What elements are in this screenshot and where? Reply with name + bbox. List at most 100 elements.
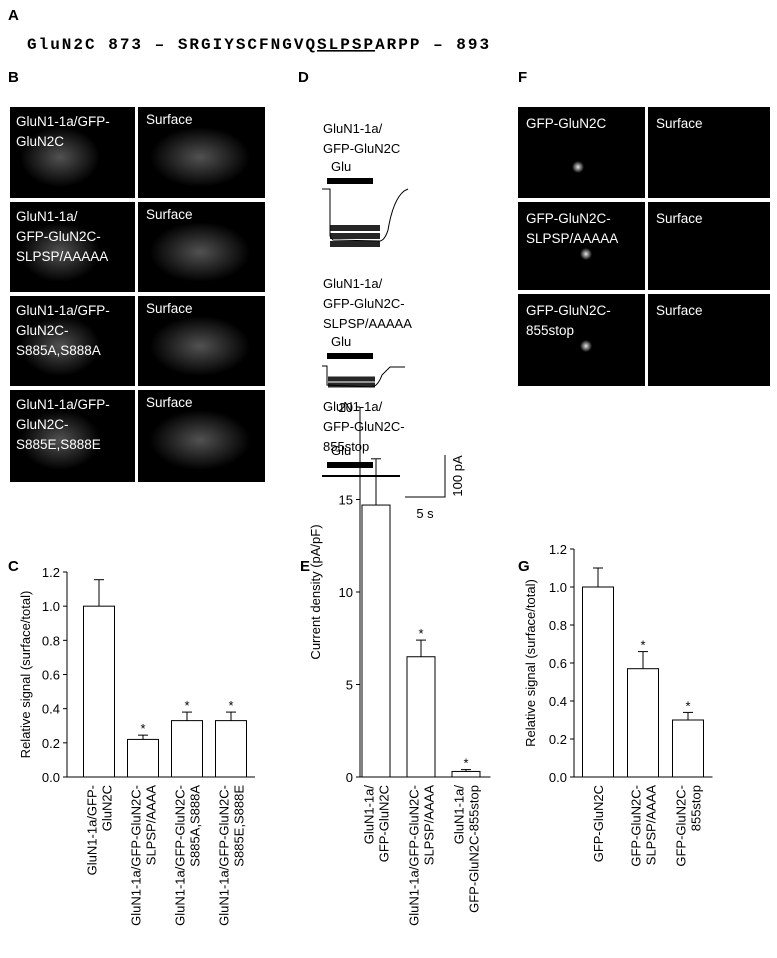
image-label: GluN1-1a/GFP- xyxy=(16,397,110,412)
micrograph xyxy=(518,294,645,386)
y-tick-label: 0.2 xyxy=(549,732,567,747)
panel-label: F xyxy=(518,69,527,86)
x-tick-label: GluN1-1a/GFP-GluN2C- xyxy=(407,785,422,926)
image-label: 855stop xyxy=(526,323,574,338)
bar xyxy=(451,770,481,778)
traces xyxy=(322,178,446,498)
image-label: GluN1-1a/GFP- xyxy=(16,303,110,318)
cell-glow xyxy=(150,127,250,187)
x-tick-label: GluN1-1a/GFP- xyxy=(85,785,100,875)
y-axis-title: Current density (pA/pF) xyxy=(308,524,323,659)
y-tick-label: 0 xyxy=(346,770,353,785)
image-label: Surface xyxy=(656,303,703,318)
image-label: Surface xyxy=(146,395,193,410)
trace-label: GFP-GluN2C xyxy=(323,141,400,156)
bar-chart: 0.0 0.2 0.4 0.6 0.8 1.0 1.2 Relative signal (su… xyxy=(18,565,255,926)
significance-marker: * xyxy=(418,626,423,641)
cell-glow xyxy=(20,127,100,187)
micrograph xyxy=(648,202,770,290)
trace-label: GluN1-1a/ xyxy=(323,399,383,414)
images: GluN1-1a/GFP-GluN2CSurfaceGluN1-1a/GFP-G… xyxy=(10,107,770,521)
bar xyxy=(171,720,203,778)
x-tick-label: GluN2C xyxy=(100,785,115,831)
y-tick-label: 0.2 xyxy=(42,736,60,751)
micrograph xyxy=(518,107,645,198)
significance-marker: * xyxy=(463,756,468,771)
bar xyxy=(83,605,115,778)
image-label: S885E,S888E xyxy=(16,437,101,452)
x-tick-label: GFP-GluN2C- xyxy=(674,785,689,867)
panel-label: C xyxy=(8,558,19,575)
x-tick-label: GluN1-1a/ xyxy=(452,785,467,845)
stimulus-label: Glu xyxy=(331,159,351,174)
x-tick-label: SLPSP/AAAA xyxy=(144,785,159,866)
image-label: Surface xyxy=(146,112,193,127)
trace-label: GluN1-1a/ xyxy=(323,276,383,291)
scale-label: 100 pA xyxy=(450,455,465,497)
cell-body xyxy=(572,161,584,173)
image-label: GFP-GluN2C- xyxy=(526,303,611,318)
x-tick-label: 855stop xyxy=(689,785,704,831)
bar xyxy=(215,720,247,778)
x-tick-label: GluN1-1a/GFP-GluN2C- xyxy=(217,785,232,926)
image-label: SLPSP/AAAAA xyxy=(526,231,618,246)
trace-label: SLPSP/AAAAA xyxy=(323,316,412,331)
image-label: GFP-GluN2C- xyxy=(16,229,101,244)
bar xyxy=(627,668,659,778)
x-tick-label: GFP-GluN2C xyxy=(377,785,392,862)
cell-body xyxy=(580,340,592,352)
x-tick-label: GFP-GluN2C xyxy=(591,785,606,862)
x-tick-label: S885E,S888E xyxy=(232,785,247,867)
cell-glow xyxy=(20,222,100,282)
micrograph xyxy=(648,107,770,198)
image-label: GluN2C- xyxy=(16,323,69,338)
y-tick-label: 0.8 xyxy=(42,633,60,648)
x-tick-label: SLPSP/AAAA xyxy=(422,785,437,866)
y-tick-label: 0.4 xyxy=(549,694,567,709)
y-tick-label: 15 xyxy=(339,493,353,508)
image-label: Surface xyxy=(656,116,703,131)
stimulus-label: Glu xyxy=(331,443,351,458)
bar xyxy=(361,504,391,778)
y-tick-label: 20 xyxy=(339,400,353,415)
y-tick-label: 1.0 xyxy=(549,580,567,595)
trace-label: GluN1-1a/ xyxy=(323,121,383,136)
significance-marker: * xyxy=(140,721,145,736)
x-tick-label: GluN1-1a/GFP-GluN2C- xyxy=(129,785,144,926)
x-tick-label: GluN1-1a/GFP-GluN2C- xyxy=(173,785,188,926)
x-tick-label: SLPSP/AAAA xyxy=(644,785,659,866)
y-axis-title: Relative signal (surface/total) xyxy=(18,591,33,759)
image-label: GluN1-1a/GFP- xyxy=(16,114,110,129)
stimulus-label: Glu xyxy=(331,334,351,349)
y-tick-label: 0.8 xyxy=(549,618,567,633)
image-label: Surface xyxy=(146,207,193,222)
scale-label: 5 s xyxy=(416,506,434,521)
image-label: GluN1-1a/ xyxy=(16,209,78,224)
x-tick-label: GFP-GluN2C-855stop xyxy=(467,785,482,913)
bar xyxy=(127,738,159,778)
panel-label: G xyxy=(518,558,530,575)
trace-label: 855stop xyxy=(323,439,369,454)
x-tick-label: S885A,S888A xyxy=(188,785,203,867)
trace-label: GFP-GluN2C- xyxy=(323,296,405,311)
image-label: Surface xyxy=(656,211,703,226)
panel-label: D xyxy=(298,69,309,86)
cell-glow xyxy=(20,410,100,470)
y-tick-label: 0.6 xyxy=(549,656,567,671)
y-tick-label: 0.0 xyxy=(42,770,60,785)
image-label: GluN2C xyxy=(16,134,64,149)
significance-marker: * xyxy=(640,638,645,653)
y-tick-label: 0.0 xyxy=(549,770,567,785)
x-tick-label: GFP-GluN2C- xyxy=(629,785,644,867)
image-label: S885A,S888A xyxy=(16,343,101,358)
x-tick-label: GluN1-1a/ xyxy=(362,785,377,845)
micrograph xyxy=(518,202,645,290)
significance-marker: * xyxy=(184,698,189,713)
y-tick-label: 1.2 xyxy=(42,565,60,580)
significance-marker: * xyxy=(685,698,690,713)
cell-glow xyxy=(20,316,100,376)
y-tick-label: 1.0 xyxy=(42,599,60,614)
y-tick-label: 0.6 xyxy=(42,668,60,683)
sequence-suffix: ARPP – 893 xyxy=(375,36,491,54)
